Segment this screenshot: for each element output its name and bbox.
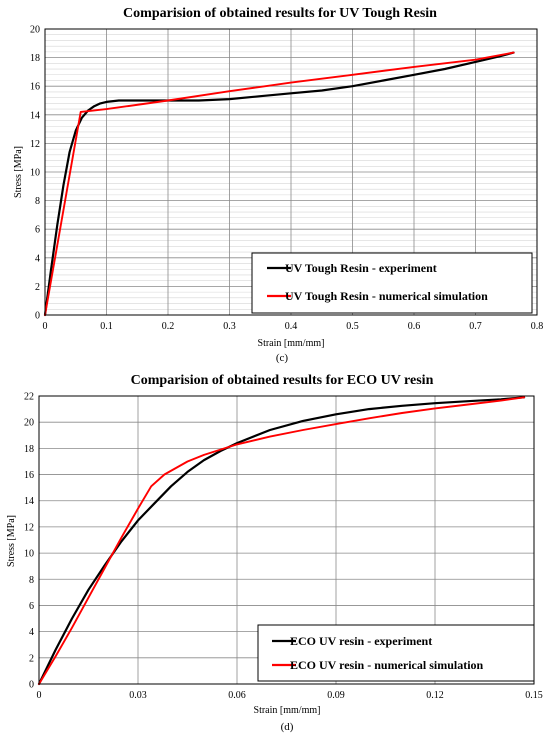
x-tick-label: 0.15	[525, 690, 543, 701]
x-axis-label: Strain [mm/mm]	[254, 705, 321, 716]
x-tick-label: 0.09	[327, 690, 345, 701]
legend: UV Tough Resin - experiment UV Tough Res…	[251, 252, 533, 314]
x-tick-label: 0.2	[162, 321, 175, 332]
legend-label-simulation: ECO UV resin - numerical simulation	[290, 658, 484, 672]
y-tick-label: 22	[24, 392, 34, 403]
series-line-simulation	[44, 51, 515, 316]
y-tick-label: 0	[35, 311, 40, 322]
y-tick-label: 12	[30, 139, 40, 150]
x-axis-label: Strain [mm/mm]	[258, 338, 325, 349]
legend-label-simulation: UV Tough Resin - numerical simulation	[285, 289, 488, 303]
y-tick-label: 6	[35, 225, 40, 236]
series-line-experiment	[37, 396, 526, 686]
chart-title: Comparision of obtained results for UV T…	[123, 6, 437, 21]
y-tick-label: 2	[29, 653, 34, 664]
x-tick-label: 0	[43, 321, 48, 332]
series-line-simulation	[38, 396, 526, 685]
x-tick-label: 0.7	[469, 321, 482, 332]
x-tick-label: 0.8	[531, 321, 544, 332]
y-tick-label: 10	[24, 549, 34, 560]
legend-box	[251, 252, 533, 314]
y-tick-label: 14	[24, 496, 34, 507]
y-tick-label: 10	[30, 168, 40, 179]
chart-title: Comparision of obtained results for ECO …	[131, 373, 434, 388]
plot-area-frame	[44, 28, 538, 316]
chart-eco-uv-resin: Comparision of obtained results for ECO …	[6, 373, 543, 733]
plot-area-frame	[38, 395, 535, 685]
x-tick-label: 0.5	[346, 321, 359, 332]
legend: ECO UV resin - experiment ECO UV resin -…	[257, 624, 535, 682]
x-tick-label: 0.06	[228, 690, 246, 701]
x-tick-label: 0.6	[408, 321, 421, 332]
y-tick-label: 20	[24, 418, 34, 429]
y-tick-label: 20	[30, 25, 40, 36]
series-line-experiment	[43, 51, 515, 317]
y-axis-label: Stress [MPa]	[13, 146, 24, 198]
y-tick-label: 14	[30, 110, 40, 121]
legend-label-experiment: ECO UV resin - experiment	[290, 634, 432, 648]
y-tick-label: 18	[24, 444, 34, 455]
x-tick-label: 0.3	[223, 321, 236, 332]
legend-label-experiment: UV Tough Resin - experiment	[285, 261, 437, 275]
y-tick-label: 8	[35, 196, 40, 207]
chart-uv-tough-resin: Comparision of obtained results for UV T…	[13, 6, 543, 364]
y-tick-label: 0	[29, 680, 34, 691]
x-tick-label: 0.4	[285, 321, 298, 332]
y-tick-label: 16	[24, 470, 34, 481]
x-tick-label: 0.12	[426, 690, 444, 701]
x-tick-label: 0	[37, 690, 42, 701]
y-tick-label: 18	[30, 53, 40, 64]
y-tick-label: 6	[29, 601, 34, 612]
x-tick-label: 0.03	[129, 690, 147, 701]
y-tick-label: 4	[35, 253, 40, 264]
y-tick-label: 12	[24, 522, 34, 533]
y-tick-label: 16	[30, 82, 40, 93]
x-tick-label: 0.1	[100, 321, 113, 332]
y-axis-label: Stress [MPa]	[6, 515, 17, 567]
legend-box	[257, 624, 535, 682]
y-tick-label: 2	[35, 282, 40, 293]
y-tick-label: 8	[29, 575, 34, 586]
figure-caption: (d)	[281, 721, 294, 733]
y-tick-label: 4	[29, 627, 34, 638]
figure-caption: (c)	[276, 352, 289, 364]
